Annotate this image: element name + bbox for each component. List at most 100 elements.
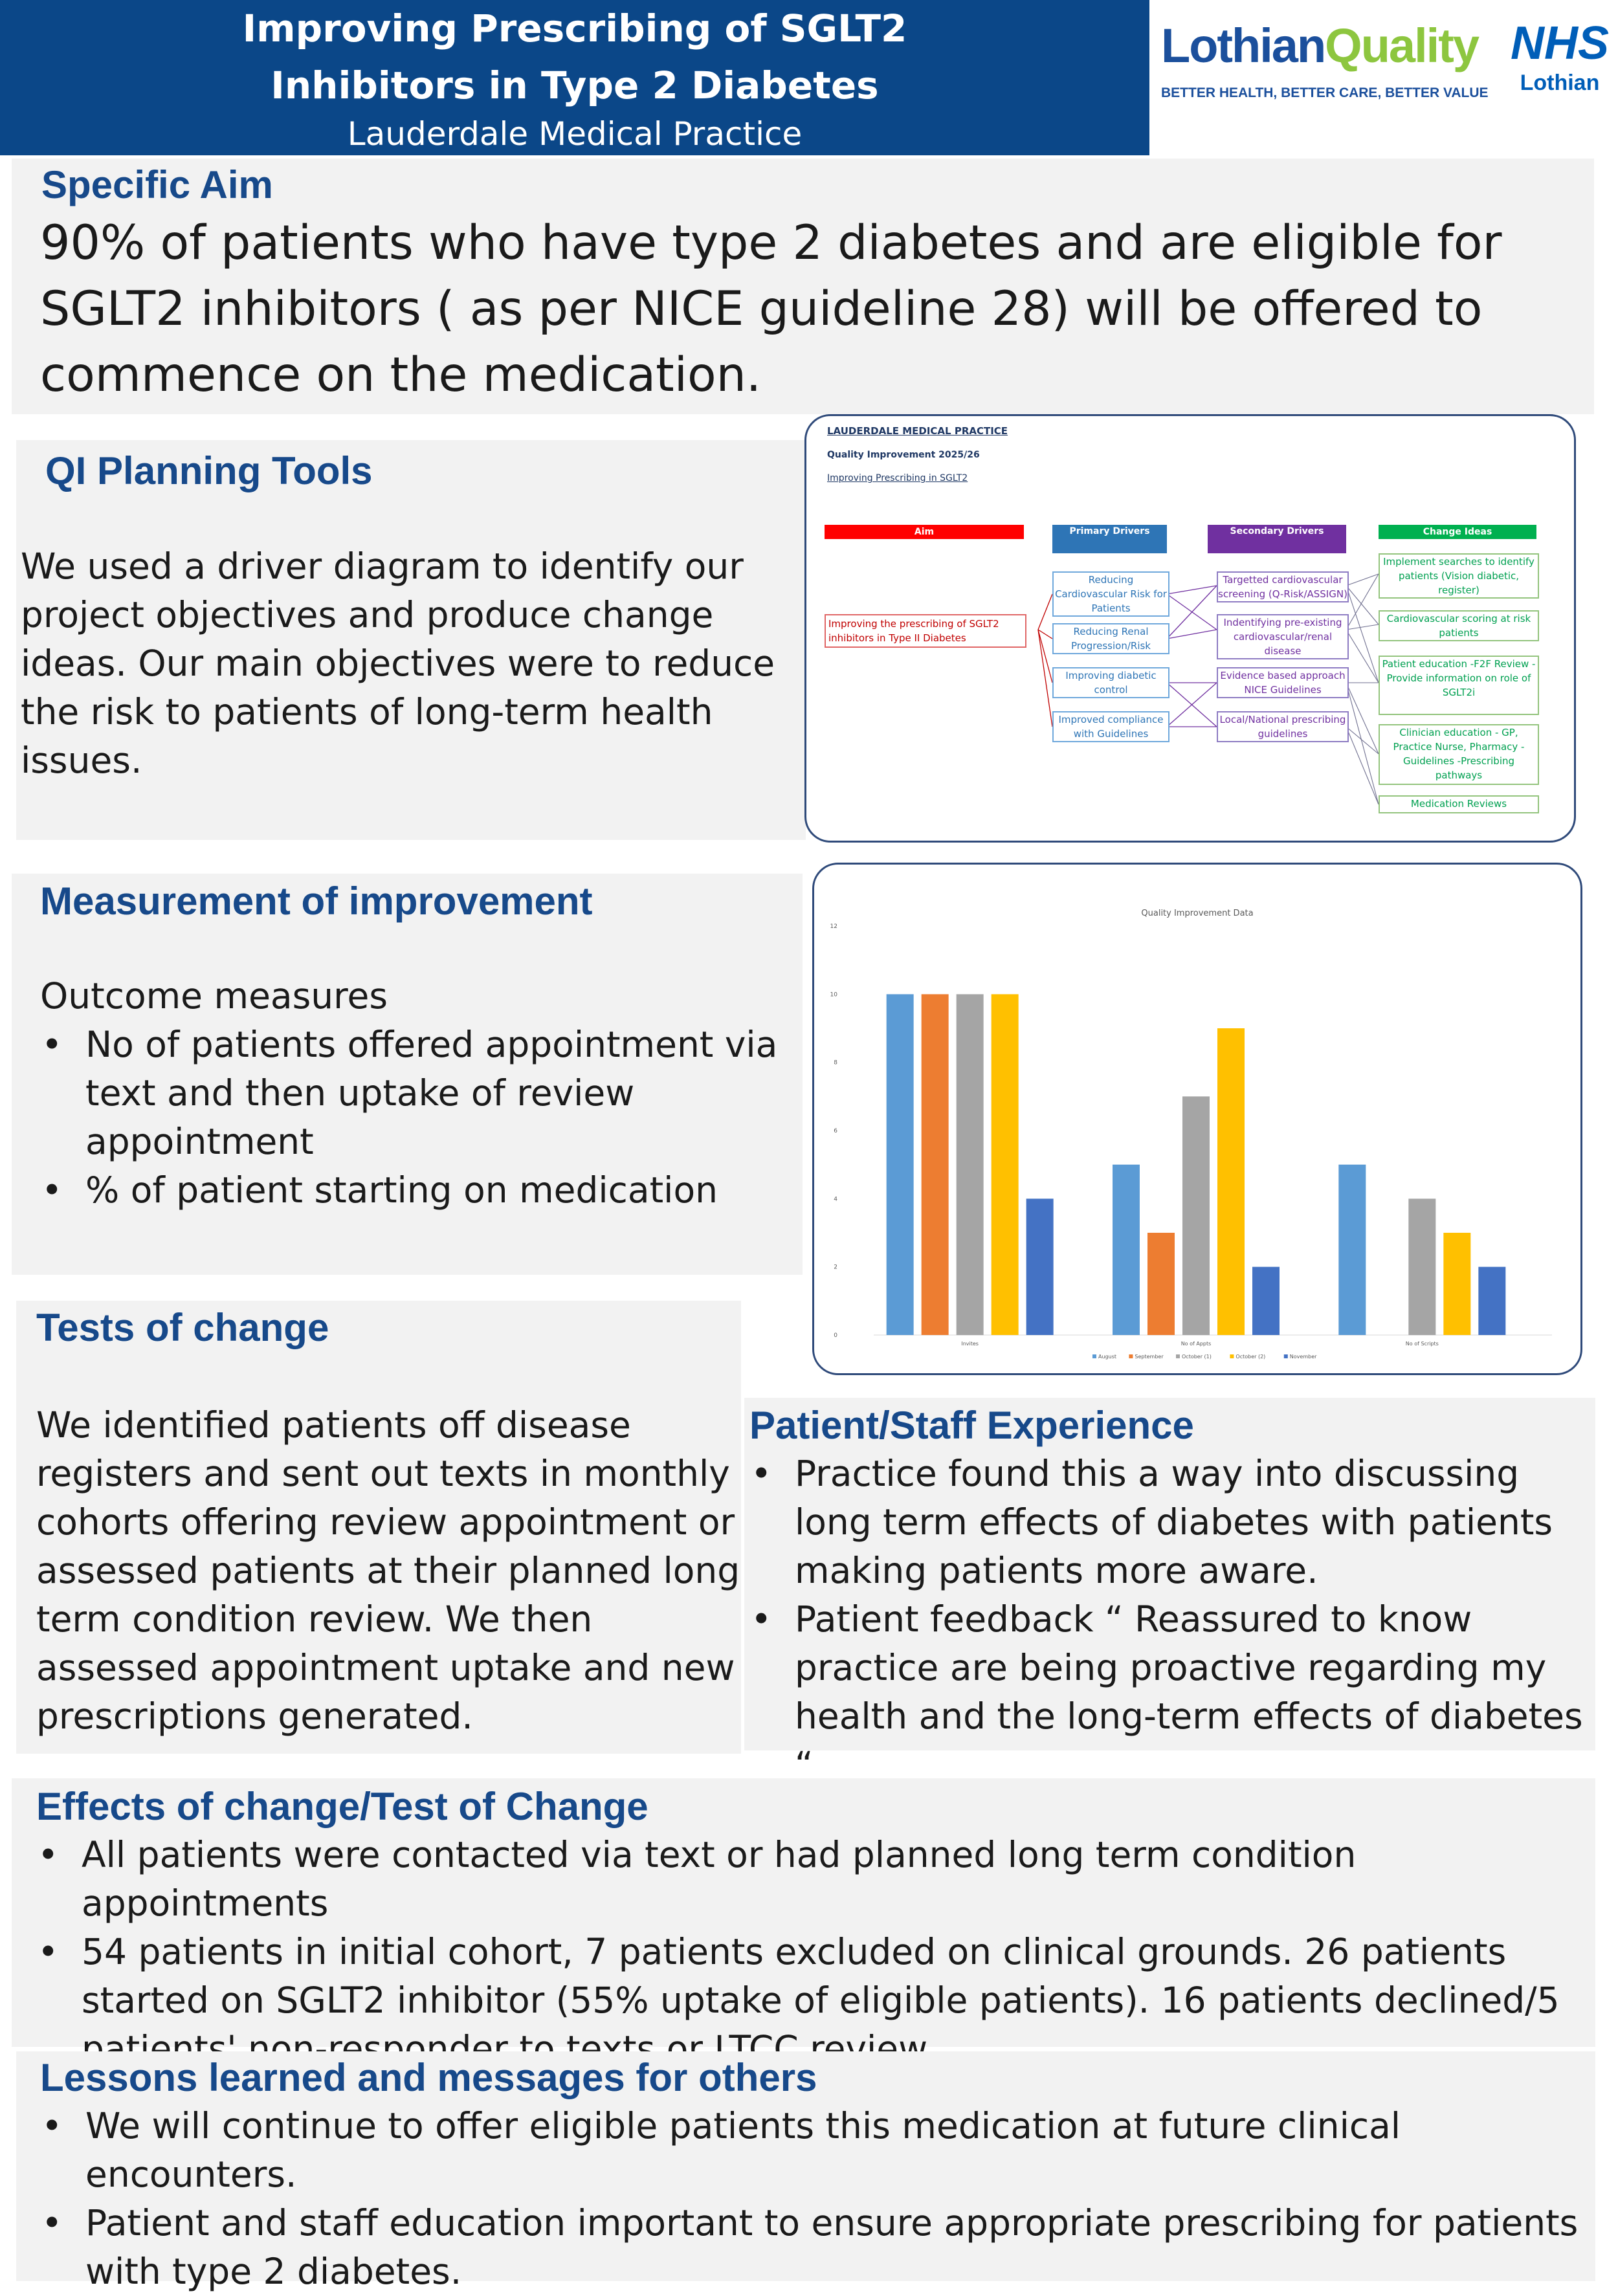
chart-panel: Quality Improvement Data 0 2 4 6 8 10 12 Invit… [812, 863, 1582, 1375]
specific-aim-text: 90% of patients who have type 2 diabetes… [40, 215, 1502, 403]
dd-secondary-0-text: Targetted cardiovascular screening (Q-Ri… [1218, 574, 1347, 600]
poster-header: Improving Prescribing of SGLT2 Inhibitor… [0, 0, 1149, 155]
dd-change-3: Clinician education - GP, Practice Nurse… [1379, 724, 1539, 785]
experience-heading: Patient/Staff Experience [749, 1404, 1194, 1447]
dd-secondary-3-text: Local/National prescribing guidelines [1219, 714, 1346, 740]
chart-legend-swatch [1283, 1354, 1288, 1358]
dd-secondary-2: Evidence based approach NICE Guidelines [1217, 667, 1349, 698]
dd-primary-2: Improving diabetic control [1052, 667, 1169, 698]
chart-y-tick-label: 0 [834, 1332, 837, 1339]
chart-legend-swatch [1230, 1354, 1234, 1358]
qi-bar-chart: Quality Improvement Data 0 2 4 6 8 10 12 Invit… [830, 909, 1552, 1360]
dd-secondary-3: Local/National prescribing guidelines [1217, 711, 1349, 742]
specific-aim-heading: Specific Aim [41, 163, 273, 206]
tests-of-change-heading: Tests of change [36, 1306, 329, 1349]
chart-legend-label: August [1098, 1354, 1116, 1360]
poster-title-line2: Inhibitors in Type 2 Diabetes [271, 63, 879, 107]
specific-aim-panel [12, 159, 1594, 414]
dd-secondary-1: Indentifying pre-existing cardiovascular… [1217, 614, 1349, 659]
chart-bar [886, 994, 914, 1335]
dd-primary-1-text: Reducing Renal Progression/Risk [1070, 626, 1151, 652]
experience-bullet: Patient feedback “ Reassured to know pra… [749, 1595, 1591, 1789]
dd-change-3-text: Clinician education - GP, Practice Nurse… [1393, 727, 1525, 781]
lessons-bullet: Patient and staff education important to… [40, 2199, 1593, 2296]
chart-bar [1113, 1164, 1140, 1335]
chart-bar [921, 994, 949, 1335]
dd-change-0-text: Implement searches to identify patients … [1383, 556, 1535, 596]
chart-legend-label: November [1290, 1354, 1317, 1360]
effects-bullet: All patients were contacted via text or … [36, 1831, 1590, 1928]
chart-legend-label: October (1) [1182, 1354, 1212, 1360]
dd-primary-0: Reducing Cardiovascular Risk for Patient… [1052, 571, 1169, 617]
chart-x-tick-label: No of Scripts [1406, 1341, 1439, 1347]
chart-bar [1443, 1233, 1471, 1335]
dd-practice-name: LAUDERDALE MEDICAL PRACTICE [827, 425, 1008, 437]
chart-bar [1182, 1096, 1210, 1335]
chart-bar [1147, 1233, 1175, 1335]
dd-change-2-text: Patient education -F2F Review - Provide … [1382, 658, 1536, 698]
effects-bullet: 54 patients in initial cohort, 7 patient… [36, 1928, 1590, 2073]
experience-bullets: Practice found this a way into discussin… [749, 1450, 1591, 1789]
nhs-lothian-logo: NHS Lothian [1508, 17, 1612, 107]
chart-legend-label: September [1135, 1354, 1164, 1360]
dd-project-name: Quality Improvement 2025/26 [827, 450, 980, 460]
dd-col-aim: Aim [825, 525, 1024, 539]
chart-y-tick-label: 2 [834, 1264, 837, 1271]
dd-aim-box: Improving the prescribing of SGLT2 inhib… [825, 614, 1026, 648]
effects-heading: Effects of change/Test of Change [36, 1785, 648, 1828]
dd-project-link[interactable]: Improving Prescribing in SGLT2 [827, 473, 968, 483]
dd-change-2: Patient education -F2F Review - Provide … [1379, 656, 1539, 715]
chart-bar [991, 994, 1019, 1335]
dd-primary-2-text: Improving diabetic control [1065, 670, 1157, 696]
outcome-measures-label: Outcome measures [40, 975, 388, 1017]
dd-col-secondary: Secondary Drivers [1208, 525, 1346, 553]
chart-y-tick-label: 8 [834, 1060, 837, 1066]
lessons-bullets: We will continue to offer eligible patie… [40, 2102, 1593, 2296]
chart-y-tick-label: 10 [830, 991, 838, 998]
chart-x-tick-label: Invites [961, 1341, 979, 1347]
chart-bar [1217, 1028, 1245, 1335]
chart-bar [1408, 1198, 1436, 1335]
dd-col-primary: Primary Drivers [1052, 525, 1167, 553]
measurement-bullet: No of patients offered appointment via t… [40, 1021, 784, 1166]
poster-subtitle: Lauderdale Medical Practice [347, 115, 803, 153]
chart-y-tick-label: 12 [830, 923, 837, 930]
lessons-heading: Lessons learned and messages for others [40, 2056, 817, 2099]
dd-secondary-0: Targetted cardiovascular screening (Q-Ri… [1217, 571, 1349, 602]
dd-change-4-text: Medication Reviews [1410, 798, 1507, 810]
experience-bullet: Practice found this a way into discussin… [749, 1450, 1591, 1595]
chart-title: Quality Improvement Data [1141, 909, 1253, 918]
chart-legend-swatch [1129, 1354, 1133, 1358]
dd-aim-text: Improving the prescribing of SGLT2 inhib… [828, 618, 999, 644]
measurement-bullet: % of patient starting on medication [40, 1166, 784, 1215]
qi-tools-text: We used a driver diagram to identify our… [21, 546, 775, 781]
dd-primary-0-text: Reducing Cardiovascular Risk for Patient… [1055, 574, 1167, 614]
chart-bar [1338, 1164, 1366, 1335]
driver-diagram-panel: LAUDERDALE MEDICAL PRACTICE Quality Impr… [804, 414, 1576, 843]
poster-title-line1: Improving Prescribing of SGLT2 [242, 6, 907, 50]
brand-name-part2: Quality [1325, 19, 1479, 72]
chart-legend-swatch [1176, 1354, 1180, 1358]
chart-y-tick-label: 4 [834, 1196, 837, 1202]
dd-col-change: Change Ideas [1379, 525, 1536, 539]
dd-change-4: Medication Reviews [1379, 795, 1539, 813]
measurement-heading: Measurement of improvement [40, 879, 593, 923]
qi-tools-heading: QI Planning Tools [45, 449, 373, 492]
nhs-logo-text: NHS [1510, 17, 1609, 69]
effects-bullets: All patients were contacted via text or … [36, 1831, 1590, 2073]
dd-change-1-text: Cardiovascular scoring at risk patients [1386, 613, 1531, 639]
brand-tagline: BETTER HEALTH, BETTER CARE, BETTER VALUE [1161, 85, 1489, 100]
dd-secondary-2-text: Evidence based approach NICE Guidelines [1220, 670, 1346, 696]
dd-primary-3-text: Improved compliance with Guidelines [1058, 714, 1164, 740]
dd-secondary-1-text: Indentifying pre-existing cardiovascular… [1223, 617, 1342, 657]
chart-bar [1478, 1266, 1506, 1335]
measurement-bullets: No of patients offered appointment via t… [40, 1021, 784, 1215]
chart-bar [1252, 1266, 1280, 1335]
lothian-quality-logo: LothianQuality BETTER HEALTH, BETTER CAR… [1161, 17, 1489, 114]
chart-y-tick-label: 6 [834, 1128, 837, 1134]
chart-legend-swatch [1092, 1354, 1096, 1358]
dd-change-1: Cardiovascular scoring at risk patients [1379, 610, 1539, 641]
qi-tools-panel [16, 440, 806, 840]
chart-x-tick-label: No of Appts [1181, 1341, 1212, 1347]
chart-legend-label: October (2) [1236, 1354, 1265, 1360]
